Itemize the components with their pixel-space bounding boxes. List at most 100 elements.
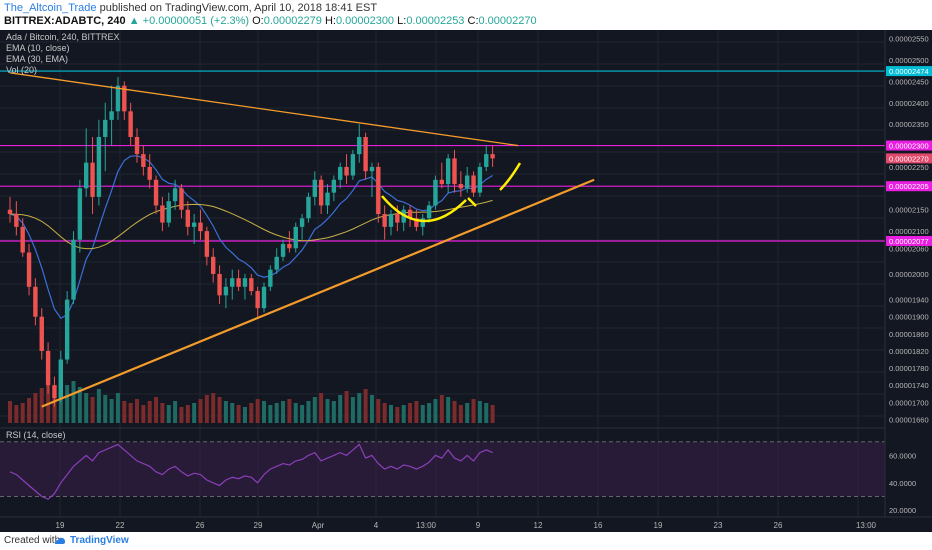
volume-bar [8,401,12,423]
legend-ema10[interactable]: EMA (10, close) [6,43,70,53]
candle-body [64,299,70,360]
candle-body [90,162,95,197]
candle-body [96,136,102,197]
volume-bar [128,403,133,423]
candle-body [179,188,184,210]
candle-body [39,316,44,351]
candle-body [128,111,133,137]
candles [7,77,495,407]
legend-rsi[interactable]: RSI (14, close) [6,430,66,440]
candle-body [306,196,311,219]
high-value: 0.00002300 [335,15,395,27]
volume-bar [135,399,139,423]
volume-bar [122,401,127,423]
candle-body [433,179,438,206]
change-value: +0.00000051 (+2.3%) [142,15,250,27]
cup-annotation [381,195,467,223]
candle-body [185,209,190,227]
volume-bar [20,403,25,423]
candle-body [484,154,489,167]
candle-body [77,188,83,240]
chart-header: The_Altcoin_Trade published on TradingVi… [0,0,932,30]
chart-svg[interactable]: 0.00002550 0.00002500 0.00002450 0.00002400… [0,30,932,532]
volume-bar [389,405,393,423]
volume-bar [300,405,305,423]
candle-body [58,359,63,399]
candle-body [490,154,495,159]
volume-bar [154,397,159,423]
candle-body [395,214,400,223]
volume-bar [490,405,495,423]
level-tag: 0.00002300 [889,142,929,151]
trendlines [9,72,595,408]
close-value: 0.00002270 [478,15,537,27]
volume-bar [306,401,311,423]
legend-title[interactable]: Ada / Bitcoin, 240, BITTREX [6,32,120,42]
low-label: L: [397,15,407,27]
y-tick-label: 0.00002150 [889,206,929,215]
volume-bar [185,405,190,423]
candle-body [160,205,165,223]
legend-ema30[interactable]: EMA (30, EMA) [6,54,69,64]
rsi-tick-label: 20.0000 [889,506,916,515]
candle-body [388,214,394,227]
candle-body [452,158,457,185]
candle-body [280,243,286,257]
volume-bar [420,405,425,423]
candle-body [420,218,425,227]
volume-bar [77,387,82,423]
volume-bar [249,403,254,423]
volume-bar [262,401,266,423]
arrow-annotation [499,162,522,191]
volume-bar [268,405,273,423]
candle-body [458,184,464,189]
y-tick-label: 0.00002550 [889,35,929,44]
tradingview-link[interactable]: TradingView [70,535,129,546]
candle-body [153,179,159,206]
chart-area[interactable]: 0.00002550 0.00002500 0.00002450 0.00002400… [0,30,932,532]
volume-bar [141,405,146,423]
candle-body [20,226,25,253]
level-tag-bg [886,66,932,77]
candle-body [357,136,362,155]
candle-body [382,214,387,227]
rsi-tick-label: 60.0000 [889,451,916,460]
tradingview-cloud-icon [55,537,65,544]
volume-bar [96,389,101,423]
candle-body [261,286,267,309]
x-tick-label: 19 [654,521,663,530]
high-label: H: [324,15,336,27]
candle-body [7,209,13,215]
volume-bar [376,399,381,423]
volume-bar [230,403,235,423]
x-tick-label: 9 [476,521,481,530]
volume-bar [452,401,457,423]
candle-body [26,252,32,287]
volume-bar [395,407,400,423]
candle-body [71,239,76,300]
x-tick-label: 12 [534,521,543,530]
author-link[interactable]: The_Altcoin_Trade [4,2,97,14]
volume-bar [198,399,203,423]
volume-bar [173,401,178,423]
y-tick-label: 0.00002060 [889,244,929,253]
volume-bar [147,401,152,423]
candle-body [217,273,222,296]
trendline [9,72,519,147]
volume-bar [465,403,470,423]
publish-line: The_Altcoin_Trade published on TradingVi… [4,2,377,14]
y-tick-label: 0.00001660 [889,415,929,424]
x-tick-label: 22 [116,521,125,530]
volume-bar [71,381,76,423]
up-arrow-icon: ▲ [128,15,140,27]
volume-bar [433,399,438,423]
candle-body [414,218,419,227]
open-value: 0.00002279 [263,15,322,27]
y-tick-label: 0.00002350 [889,120,929,129]
volume-bar [382,403,387,423]
level-tag-bg [886,235,932,246]
volume-bar [65,385,70,423]
volume-bar [325,399,330,423]
candle-body [299,218,305,227]
legend-vol[interactable]: Vol (20) [6,65,38,75]
